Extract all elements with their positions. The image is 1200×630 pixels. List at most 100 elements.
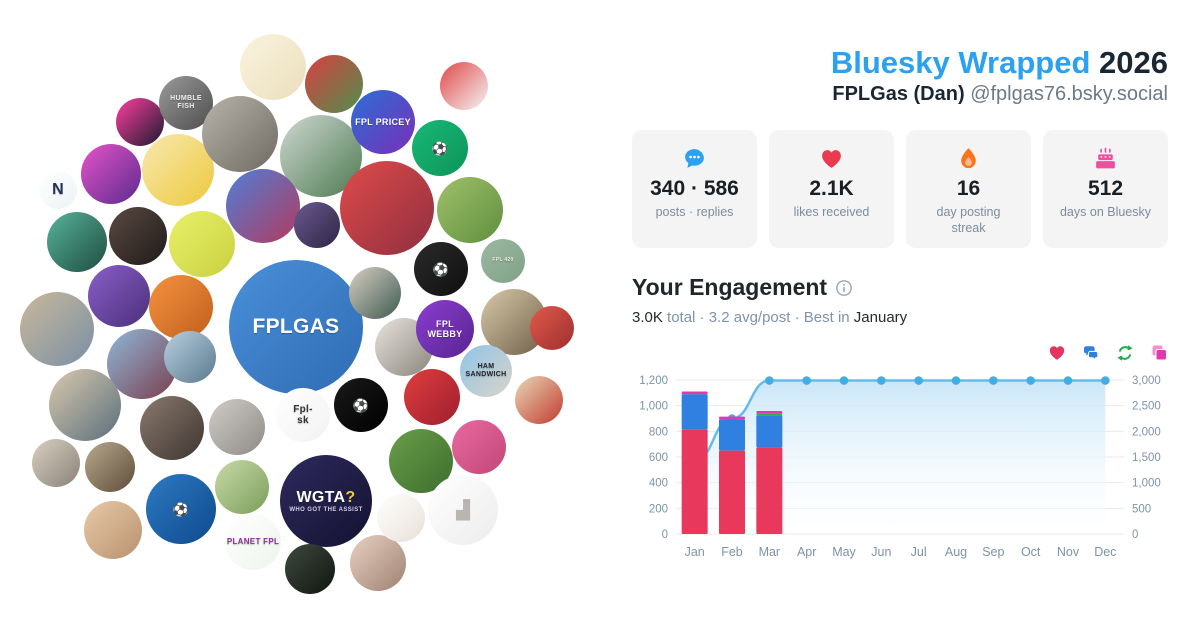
yellow-cartoon-man-avatar [169,211,235,277]
stat-label: day posting streak [936,205,1001,235]
darts-player-avatar [88,265,150,327]
svg-text:1,200: 1,200 [639,375,668,387]
eye-planet-avatar [47,212,107,272]
account-line: FPLGas (Dan) @fplgas76.bsky.social [632,83,1168,106]
cumulative-area [694,380,1106,535]
svg-text:3,000: 3,000 [1132,375,1161,387]
engagement-heading-text: Your Engagement [632,274,828,301]
doom-skull-poster-avatar [515,376,563,424]
purple-event-crowd-avatar [294,202,340,248]
wgta-badge-avatar: WGTA? WHO GOT THE ASSIST [280,455,372,547]
svg-text:Sep: Sep [982,545,1004,559]
engagement-summary: 3.0K total · 3.2 avg/post · Best in Janu… [632,309,1168,326]
quote-squares-icon [1150,344,1168,362]
fox-mascot-avatar [149,275,213,339]
simpsons-cartoon-avatar [142,134,214,206]
chat-bubble-icon [638,145,751,171]
humble-fish-avatar: HUMBLE FISH [159,76,213,130]
flame-icon [912,145,1025,171]
bridge-hoodie-avatar [202,96,278,172]
stone-statue-avatar [209,399,265,455]
stat-card-posts-replies: 340 · 586 posts · replies [632,130,757,249]
indoor-beard-man-avatar [49,369,121,441]
engagement-chart: 0 200 400 600 800 1,000 1,200 0 500 1,000 1,500 2,0… [639,375,1161,559]
glasses-selfie-man-avatar [32,439,80,487]
svg-text:May: May [832,545,856,559]
info-icon [835,279,853,297]
striped-shirt-fan-avatar [440,62,488,110]
wolves-shirt-card-avatar: ⚽ [412,120,468,176]
engagement-heading: Your Engagement [632,274,1168,301]
fpl-pricey-avatar: FPL PRICEY [351,90,415,154]
svg-text:0: 0 [662,529,668,541]
cake-icon [1049,145,1162,171]
stats-row: 340 · 586 posts · replies 2.1K likes rec… [632,130,1168,249]
chart-legend [632,344,1168,362]
svg-text:2,500: 2,500 [1132,401,1161,413]
svg-text:Jun: Jun [871,545,891,559]
stat-value: 512 [1087,177,1124,201]
planet-fpl-avatar: PLANET FPL [225,514,281,570]
summary-panel: Bluesky Wrapped 2026 FPLGas (Dan) @fplga… [632,45,1168,568]
month-labels: Jan Feb Mar Apr May Jun Jul Aug Sep Oct Nov Dec [685,545,1117,559]
fpl-webby-avatar: FPL WEBBY [416,300,474,358]
svg-text:Nov: Nov [1057,545,1080,559]
follower-bubble-cluster: N HUMBLE FISH FPL PRICEY ⚽ ⚽ FPL 420 FPLGAS FPL… [20,34,574,594]
swan-photo-avatar [437,177,503,243]
muscle-cartoon-avatar [226,169,300,243]
pink-flowers-man-avatar [452,420,506,474]
stat-label: posts · replies [655,205,734,220]
svg-text:Feb: Feb [721,545,743,559]
svg-text:Dec: Dec [1094,545,1116,559]
svg-text:Oct: Oct [1021,545,1041,559]
gillingham-badge-avatar: ⚽ [146,474,216,544]
fpl-sk-handle-avatar: Fpl- sk [276,388,330,442]
teal-beard-man-avatar [349,267,401,319]
night-beard-man-avatar [109,207,167,265]
stat-value: 340 · 586 [650,177,739,201]
title-year: 2026 [1099,45,1168,80]
svg-text:Aug: Aug [945,545,967,559]
benitez-photo-avatar [350,535,406,591]
svg-text:400: 400 [649,478,668,490]
svg-text:Jan: Jan [685,545,705,559]
engagement-details: total · 3.2 avg/post · Best in [662,309,854,327]
flintstone-chair-avatar: ▟ [428,475,498,545]
glasses-red-shirt-avatar [377,494,425,542]
stat-card-streak: 16 day posting streak [906,130,1031,249]
svg-text:Jul: Jul [911,545,927,559]
heart-icon [775,145,888,171]
ferris-wheel-avatar [116,98,164,146]
southampton-badge-avatar: ⚽ [334,378,388,432]
account-handle: @fplgas76.bsky.social [970,83,1168,106]
neon-car-avatar [81,144,141,204]
svg-text:1,000: 1,000 [1132,478,1161,490]
stat-label: likes received [793,205,870,220]
cowboy-hat-kid-avatar [85,442,135,492]
soldier-cartoon-avatar [285,544,335,594]
n-logo-avatar: N [39,171,77,209]
headphones-red-avatar [530,306,574,350]
apron-cartoon-avatar [240,34,306,100]
engagement-best-month: January [853,309,908,327]
speech-bubbles-icon [1082,344,1100,362]
svg-text:800: 800 [649,427,668,439]
fplgas-main-avatar: FPLGAS [229,260,363,394]
vintage-footballer-avatar [340,161,434,255]
stat-value: 2.1K [809,177,854,201]
display-name: FPLGas (Dan) [832,83,965,106]
shirtless-beach-avatar [84,501,142,559]
svg-text:Mar: Mar [759,545,781,559]
svg-text:200: 200 [649,504,668,516]
svg-text:Apr: Apr [797,545,816,559]
repost-icon [1116,344,1134,362]
svg-text:600: 600 [649,452,668,464]
stacked-bars [681,391,783,535]
sherlock-badge-avatar: FPL 420 [481,239,525,283]
red-shirt-fans-avatar [305,55,363,113]
svg-text:500: 500 [1132,504,1151,516]
stat-card-likes: 2.1K likes received [769,130,894,249]
ham-sandwich-sign-avatar: HAM SANDWICH [460,345,512,397]
stat-value: 16 [956,177,981,201]
fisherman-avatar [164,331,216,383]
